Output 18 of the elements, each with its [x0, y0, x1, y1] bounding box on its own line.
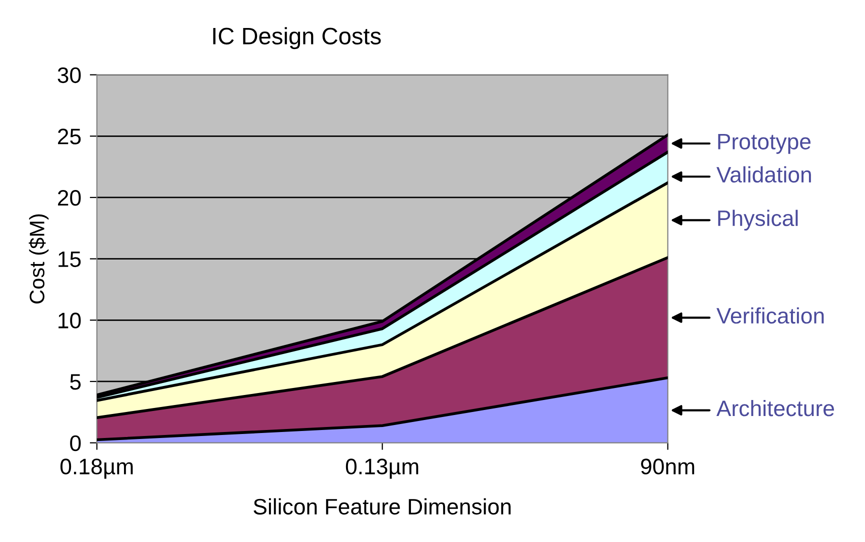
y-tick-label: 0 — [70, 435, 81, 452]
x-axis-title: Silicon Feature Dimension — [254, 498, 511, 515]
x-tick-label: 0.13µm — [346, 458, 418, 479]
y-tick-label: 15 — [58, 252, 81, 268]
legend-label: Architecture — [716, 400, 834, 416]
legend-label: Verification — [716, 307, 824, 324]
x-tick-label: 90nm — [641, 458, 694, 474]
y-tick-label: 20 — [58, 190, 81, 206]
x-tick-label: 0.18µm — [60, 458, 133, 479]
chart-title: IC Design Costs — [213, 27, 381, 50]
y-tick-label: 25 — [58, 128, 81, 144]
y-tick-label: 5 — [70, 374, 81, 390]
legend-label: Physical — [718, 210, 798, 231]
y-axis-title: Cost ($M) — [28, 214, 49, 304]
legend-label: Prototype — [718, 134, 811, 154]
legend-label: Validation — [716, 166, 811, 183]
y-tick-label: 10 — [58, 312, 81, 328]
y-tick-label: 30 — [58, 67, 81, 84]
